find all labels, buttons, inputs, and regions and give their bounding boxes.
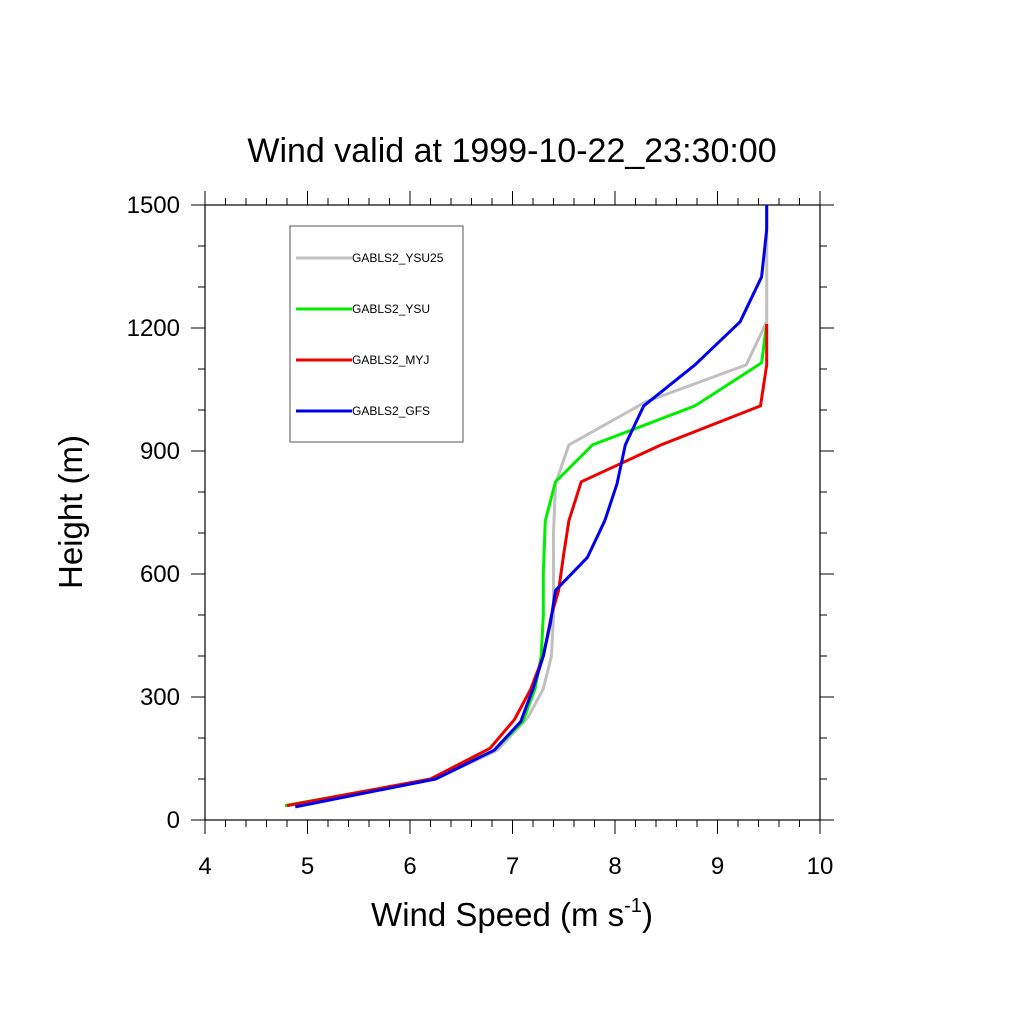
series-lines bbox=[284, 205, 769, 809]
y-tick-label: 600 bbox=[140, 561, 180, 588]
legend-label: GABLS2_GFS bbox=[352, 404, 430, 418]
x-axis-label-superscript: -1 bbox=[624, 895, 642, 917]
series-line-gabls2-myj bbox=[286, 323, 769, 808]
x-tick-label: 4 bbox=[198, 853, 211, 880]
y-tick-label: 1500 bbox=[127, 192, 180, 219]
legend-box bbox=[289, 225, 464, 443]
x-tick-label: 7 bbox=[506, 853, 519, 880]
y-tick-label: 0 bbox=[167, 807, 180, 834]
y-tick-label: 300 bbox=[140, 684, 180, 711]
legend-label: GABLS2_YSU25 bbox=[352, 251, 444, 265]
x-axis-tick-labels: 4 5 6 7 8 9 10 bbox=[198, 853, 833, 880]
legend-label: GABLS2_MYJ bbox=[352, 353, 429, 367]
series-line-gabls2-ysu25 bbox=[286, 205, 769, 808]
x-axis-label-main: Wind Speed (m s bbox=[371, 896, 624, 933]
y-tick-label: 1200 bbox=[127, 315, 180, 342]
x-axis-label: Wind Speed (m s-1) bbox=[371, 895, 653, 933]
x-axis-label-suffix: ) bbox=[642, 896, 653, 933]
x-tick-label: 8 bbox=[608, 853, 621, 880]
series-line-gabls2-gfs bbox=[294, 205, 769, 809]
x-axis-ticks bbox=[204, 191, 821, 834]
y-axis-tick-labels: 0 300 600 900 1200 1500 bbox=[127, 192, 180, 834]
y-axis-ticks bbox=[191, 204, 834, 821]
legend: GABLS2_YSU25 GABLS2_YSU GABLS2_MYJ GABLS2_G… bbox=[289, 225, 464, 443]
y-axis-label: Height (m) bbox=[52, 435, 89, 589]
x-tick-label: 9 bbox=[711, 853, 724, 880]
x-tick-label: 5 bbox=[301, 853, 314, 880]
x-tick-label: 10 bbox=[807, 853, 834, 880]
legend-label: GABLS2_YSU bbox=[352, 302, 430, 316]
y-tick-label: 900 bbox=[140, 438, 180, 465]
chart-title: Wind valid at 1999-10-22_23:30:00 bbox=[247, 132, 776, 170]
x-tick-label: 6 bbox=[403, 853, 416, 880]
